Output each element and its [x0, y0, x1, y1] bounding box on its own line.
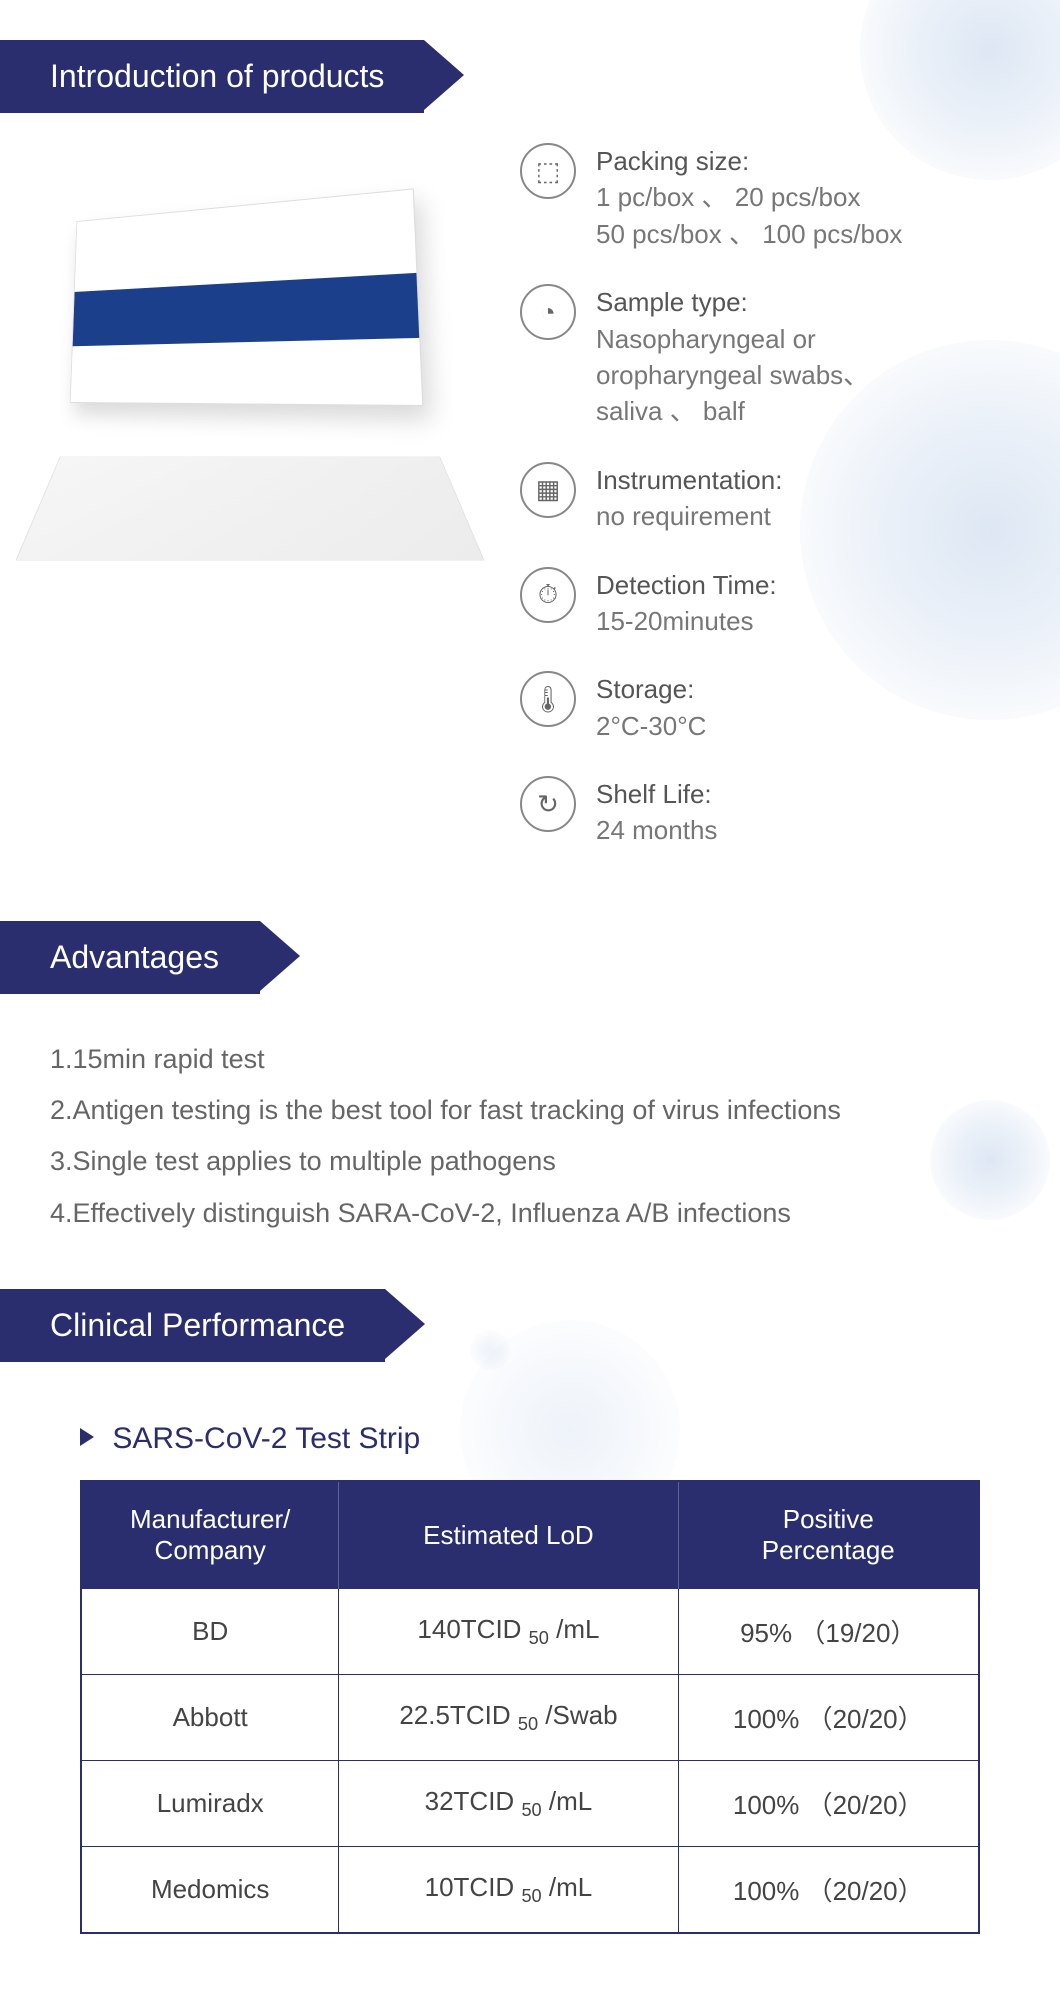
table-cell: Lumiradx [81, 1761, 339, 1847]
section-header-label: Clinical Performance [50, 1307, 345, 1343]
section-header-advantages: Advantages [0, 921, 260, 994]
spec-label: Instrumentation: [596, 462, 782, 498]
spec-item: ◔ Sample type:Nasopharyngeal ororopharyng… [520, 284, 1030, 430]
spec-item: 🌡 Storage:2°C-30°C [520, 671, 1030, 744]
spec-item: ⏱ Detection Time:15-20minutes [520, 567, 1030, 640]
advantage-line: 2.Antigen testing is the best tool for f… [50, 1085, 1010, 1136]
table-row: Lumiradx32TCID 50 /mL100% （20/20） [81, 1761, 979, 1847]
product-image [20, 143, 500, 603]
advantages-list: 1.15min rapid test2.Antigen testing is t… [0, 994, 1060, 1289]
table-cell: 100% （20/20） [678, 1675, 979, 1761]
advantage-line: 1.15min rapid test [50, 1034, 1010, 1085]
table-cell: 100% （20/20） [678, 1847, 979, 1934]
sample-icon: ◔ [520, 284, 576, 340]
table-cell: 22.5TCID 50 /Swab [339, 1675, 678, 1761]
spec-label: Shelf Life: [596, 776, 717, 812]
instr-icon: ▦ [520, 462, 576, 518]
spec-label: Sample type: [596, 284, 869, 320]
table-row: BD140TCID 50 /mL95% （19/20） [81, 1589, 979, 1675]
spec-item: ↻ Shelf Life:24 months [520, 776, 1030, 849]
table-cell: 95% （19/20） [678, 1589, 979, 1675]
spec-text: Shelf Life:24 months [596, 776, 717, 849]
spec-value: Nasopharyngeal ororopharyngeal swabs、sal… [596, 321, 869, 430]
table-cell: 140TCID 50 /mL [339, 1589, 678, 1675]
advantage-line: 4.Effectively distinguish SARA-CoV-2, In… [50, 1188, 1010, 1239]
spec-value: 24 months [596, 812, 717, 848]
spec-item: ⬚ Packing size:1 pc/box 、 20 pcs/box50 pc… [520, 143, 1030, 252]
spec-value: no requirement [596, 498, 782, 534]
section-header-clinical: Clinical Performance [0, 1289, 385, 1362]
table-cell: 100% （20/20） [678, 1761, 979, 1847]
clinical-subtitle-label: SARS-CoV-2 Test Strip [112, 1422, 420, 1455]
table-row: Abbott22.5TCID 50 /Swab100% （20/20） [81, 1675, 979, 1761]
table-cell: 10TCID 50 /mL [339, 1847, 678, 1934]
shelf-icon: ↻ [520, 776, 576, 832]
clinical-subtitle: SARS-CoV-2 Test Strip [80, 1422, 1010, 1456]
table-cell: 32TCID 50 /mL [339, 1761, 678, 1847]
spec-text: Instrumentation:no requirement [596, 462, 782, 535]
box-icon: ⬚ [520, 143, 576, 199]
spec-text: Packing size:1 pc/box 、 20 pcs/box50 pcs… [596, 143, 902, 252]
spec-label: Detection Time: [596, 567, 777, 603]
spec-list: ⬚ Packing size:1 pc/box 、 20 pcs/box50 pc… [500, 143, 1030, 881]
table-header-cell: Manufacturer/Company [81, 1481, 339, 1589]
table-cell: Abbott [81, 1675, 339, 1761]
section-header-label: Advantages [50, 939, 219, 975]
spec-label: Packing size: [596, 143, 902, 179]
table-row: Medomics10TCID 50 /mL100% （20/20） [81, 1847, 979, 1934]
table-cell: Medomics [81, 1847, 339, 1934]
temp-icon: 🌡 [520, 671, 576, 727]
clinical-table: Manufacturer/CompanyEstimated LoDPositiv… [80, 1480, 980, 1934]
spec-text: Sample type:Nasopharyngeal ororopharynge… [596, 284, 869, 430]
spec-value: 15-20minutes [596, 603, 777, 639]
spec-label: Storage: [596, 671, 706, 707]
time-icon: ⏱ [520, 567, 576, 623]
table-cell: BD [81, 1589, 339, 1675]
table-header-cell: Estimated LoD [339, 1481, 678, 1589]
spec-value: 1 pc/box 、 20 pcs/box50 pcs/box 、 100 pc… [596, 179, 902, 252]
spec-text: Storage:2°C-30°C [596, 671, 706, 744]
spec-item: ▦ Instrumentation:no requirement [520, 462, 1030, 535]
spec-text: Detection Time:15-20minutes [596, 567, 777, 640]
table-header-cell: PositivePercentage [678, 1481, 979, 1589]
triangle-icon [80, 1428, 94, 1446]
advantage-line: 3.Single test applies to multiple pathog… [50, 1136, 1010, 1187]
spec-value: 2°C-30°C [596, 708, 706, 744]
section-header-intro: Introduction of products [0, 40, 424, 113]
section-header-label: Introduction of products [50, 58, 384, 94]
